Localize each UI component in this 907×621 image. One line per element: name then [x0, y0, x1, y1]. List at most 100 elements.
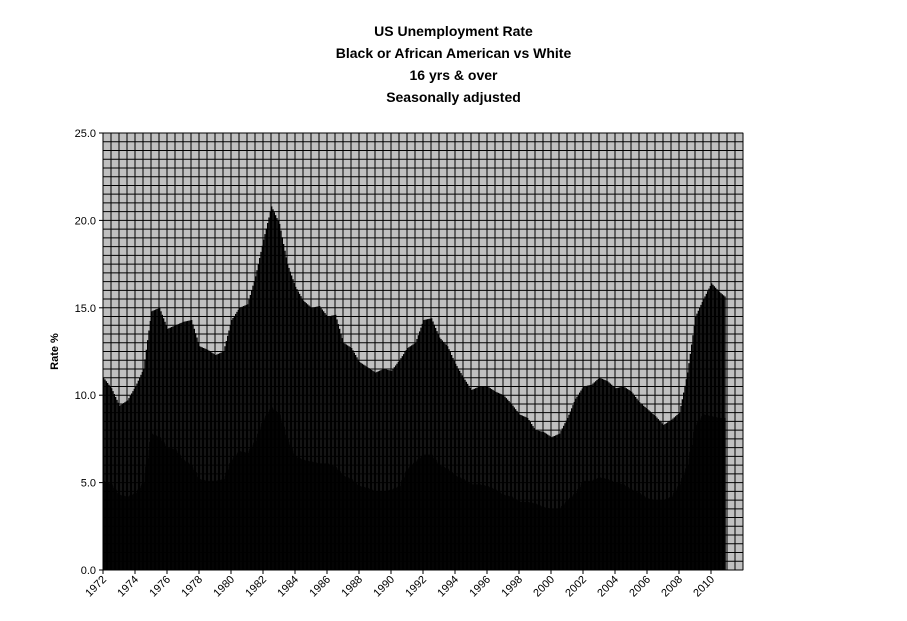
series-mark: [659, 420, 661, 570]
series-mark: [483, 386, 485, 570]
series-mark: [187, 462, 189, 570]
series-mark: [248, 299, 250, 570]
series-mark: [277, 413, 279, 570]
series-mark: [323, 463, 325, 570]
series-mark: [280, 230, 282, 570]
series-mark: [288, 441, 290, 570]
series-mark: [359, 486, 361, 570]
series-mark: [332, 465, 334, 570]
series-mark: [485, 485, 487, 570]
series-mark: [224, 346, 226, 570]
series-mark: [499, 393, 501, 570]
series-mark: [293, 283, 295, 570]
series-mark: [611, 480, 613, 570]
series-mark: [472, 389, 474, 570]
series-mark: [633, 490, 635, 570]
series-mark: [567, 500, 569, 570]
series-mark: [460, 477, 462, 570]
series-mark: [545, 507, 547, 570]
series-mark: [113, 394, 115, 570]
series-mark: [272, 408, 274, 570]
series-mark: [455, 475, 457, 570]
series-mark: [121, 403, 123, 570]
series-mark: [656, 500, 658, 570]
series-mark: [547, 434, 549, 570]
series-mark: [239, 307, 241, 570]
series-mark: [555, 508, 557, 570]
series-mark: [141, 484, 143, 570]
series-mark: [663, 424, 665, 570]
series-mark: [372, 490, 374, 570]
series-mark: [557, 434, 559, 570]
series-mark: [180, 456, 182, 570]
series-mark: [521, 501, 523, 570]
series-mark: [669, 497, 671, 570]
series-mark: [451, 472, 453, 570]
series-mark: [435, 459, 437, 570]
series-mark: [585, 480, 587, 570]
series-mark: [304, 301, 306, 570]
series-mark: [372, 370, 374, 570]
series-mark: [715, 417, 717, 570]
x-tick-label: 1990: [371, 574, 397, 600]
series-mark: [136, 383, 138, 570]
series-mark: [665, 423, 667, 570]
series-mark: [379, 370, 381, 570]
series-mark: [145, 466, 147, 570]
series-mark: [416, 338, 418, 570]
series-mark: [707, 415, 709, 570]
series-mark: [651, 499, 653, 570]
series-mark: [445, 344, 447, 570]
series-mark: [108, 384, 110, 570]
series-mark: [135, 386, 137, 570]
series-mark: [699, 419, 701, 570]
series-mark: [191, 320, 193, 570]
series-mark: [476, 484, 478, 570]
series-mark: [536, 430, 538, 570]
series-mark: [549, 436, 551, 570]
series-mark: [413, 343, 415, 570]
series-mark: [479, 484, 481, 570]
series-mark: [529, 422, 531, 570]
series-mark: [425, 319, 427, 570]
series-mark: [324, 313, 326, 570]
series-mark: [251, 290, 253, 570]
series-mark: [311, 307, 313, 570]
series-mark: [508, 401, 510, 570]
series-mark: [315, 462, 317, 570]
series-mark: [173, 325, 175, 570]
series-mark: [417, 335, 419, 570]
series-mark: [613, 387, 615, 570]
series-mark: [572, 405, 574, 570]
series-mark: [185, 461, 187, 570]
x-tick-label: 1980: [211, 574, 237, 600]
series-mark: [640, 403, 642, 570]
series-mark: [279, 414, 281, 570]
series-mark: [195, 333, 197, 570]
y-axis-title: Rate %: [49, 333, 61, 370]
series-mark: [443, 341, 445, 570]
series-mark: [604, 478, 606, 570]
series-mark: [475, 388, 477, 570]
series-mark: [497, 491, 499, 570]
series-mark: [507, 399, 509, 570]
series-mark: [409, 346, 411, 570]
series-mark: [135, 493, 137, 570]
series-mark: [347, 477, 349, 570]
series-mark: [344, 476, 346, 570]
series-mark: [528, 419, 530, 570]
series-mark: [275, 215, 277, 570]
series-mark: [533, 503, 535, 570]
y-tick-label: 0.0: [81, 565, 96, 577]
series-mark: [544, 507, 546, 570]
series-mark: [539, 431, 541, 570]
series-mark: [368, 488, 370, 570]
series-mark: [667, 422, 669, 570]
series-mark: [147, 340, 149, 570]
series-mark: [533, 428, 535, 570]
series-mark: [713, 416, 715, 570]
series-mark: [143, 482, 145, 570]
series-mark: [443, 466, 445, 570]
series-mark: [703, 414, 705, 570]
series-mark: [111, 388, 113, 570]
